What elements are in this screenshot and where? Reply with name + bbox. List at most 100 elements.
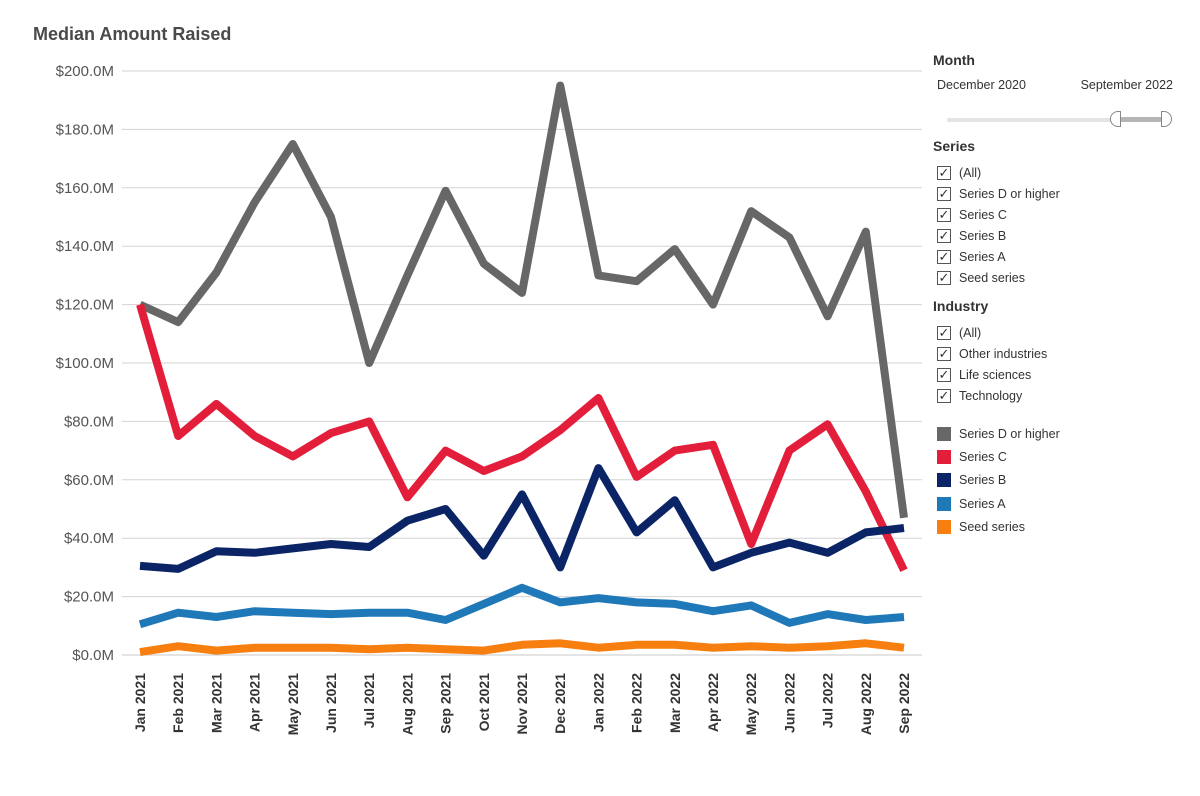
legend-label: Series D or higher xyxy=(959,426,1060,441)
series-filter-option-label: Series A xyxy=(959,249,1006,264)
legend-item[interactable]: Series D or higher xyxy=(933,422,1193,445)
series-line-series-d-or-higher[interactable] xyxy=(138,81,908,519)
legend-swatch xyxy=(937,496,951,511)
x-tick-label: Jun 2021 xyxy=(323,673,339,733)
legend-item[interactable]: Seed series xyxy=(933,515,1193,538)
series-filter-option[interactable]: ✓ Series C xyxy=(933,204,1193,225)
month-filter-heading: Month xyxy=(933,52,975,68)
series-filter-option-label: (All) xyxy=(959,165,982,180)
checkbox-checked-icon[interactable]: ✓ xyxy=(937,345,951,361)
gridlines xyxy=(122,70,922,656)
series-line-series-a[interactable] xyxy=(138,583,905,629)
series-filter-option-label: Series B xyxy=(959,228,1007,243)
series-filter-list: ✓ (All) ✓ Series D or higher ✓ Series C ✓ Serie… xyxy=(933,162,1193,288)
y-tick-label: $200.0M xyxy=(56,63,114,80)
legend-item[interactable]: Series C xyxy=(933,445,1193,468)
x-tick-label: Feb 2022 xyxy=(629,673,645,733)
industry-filter-option-label: (All) xyxy=(959,325,982,340)
y-tick-label: $80.0M xyxy=(64,413,114,430)
x-tick-label: Sep 2021 xyxy=(438,673,454,734)
y-axis-ticks: $0.0M $20.0M $40.0M $60.0M $80.0M $100.0M $120… xyxy=(56,63,114,664)
industry-filter-option-label: Technology xyxy=(959,388,1023,403)
legend-label: Series C xyxy=(959,449,1007,464)
legend-swatch xyxy=(937,426,951,441)
month-range-labels: December 2020 September 2022 xyxy=(933,76,1193,98)
series-filter-option-label: Series D or higher xyxy=(959,186,1060,201)
chart-title: Median Amount Raised xyxy=(33,24,232,44)
x-tick-label: Mar 2021 xyxy=(208,673,224,733)
x-tick-label: Jan 2022 xyxy=(590,673,606,732)
month-range-slider[interactable] xyxy=(933,98,1193,128)
series-filter-option[interactable]: ✓ (All) xyxy=(933,162,1193,183)
legend-item[interactable]: Series A xyxy=(933,492,1193,515)
slider-track[interactable] xyxy=(947,118,1167,122)
x-tick-label: Aug 2022 xyxy=(858,673,874,735)
x-tick-label: Apr 2021 xyxy=(247,673,263,732)
series-filter-heading: Series xyxy=(933,138,976,154)
filter-panel: Month December 2020 September 2022 Serie… xyxy=(933,52,1193,538)
x-tick-label: Oct 2021 xyxy=(476,673,492,732)
industry-filter-option[interactable]: ✓ Other industries xyxy=(933,343,1193,364)
series-filter-option[interactable]: ✓ Series B xyxy=(933,225,1193,246)
y-tick-label: $60.0M xyxy=(64,472,114,489)
legend-swatch xyxy=(937,519,951,534)
series-line-series-b[interactable] xyxy=(139,464,905,573)
chart-legend: Series D or higher Series C Series B Series… xyxy=(933,422,1193,538)
checkbox-checked-icon[interactable]: ✓ xyxy=(937,269,951,285)
series-filter-option-label: Series C xyxy=(959,207,1007,222)
series-lines xyxy=(136,81,908,657)
x-tick-label: Jun 2022 xyxy=(781,673,797,733)
slider-start-handle[interactable] xyxy=(1110,111,1121,127)
x-tick-label: May 2021 xyxy=(285,673,301,735)
industry-filter-option-label: Other industries xyxy=(959,346,1048,361)
y-tick-label: $0.0M xyxy=(72,647,114,664)
checkbox-checked-icon[interactable]: ✓ xyxy=(937,387,951,403)
x-tick-label: Jul 2022 xyxy=(820,673,836,728)
legend-label: Series A xyxy=(959,496,1006,511)
y-tick-label: $120.0M xyxy=(56,297,114,314)
month-start-label: December 2020 xyxy=(937,78,1026,92)
industry-filter-option-label: Life sciences xyxy=(959,367,1032,382)
checkbox-checked-icon[interactable]: ✓ xyxy=(937,227,951,243)
industry-filter-option[interactable]: ✓ Life sciences xyxy=(933,364,1193,385)
y-tick-label: $100.0M xyxy=(56,355,114,372)
industry-filter-list: ✓ (All) ✓ Other industries ✓ Life sciences ✓ Te… xyxy=(933,322,1193,406)
legend-swatch xyxy=(937,473,951,488)
y-tick-label: $160.0M xyxy=(56,180,114,197)
x-tick-label: Aug 2021 xyxy=(399,673,415,735)
y-tick-label: $20.0M xyxy=(64,589,114,606)
series-filter-option-label: Seed series xyxy=(959,270,1026,285)
x-tick-label: Dec 2021 xyxy=(552,673,568,734)
checkbox-checked-icon[interactable]: ✓ xyxy=(937,324,951,340)
legend-swatch xyxy=(937,449,951,464)
series-filter-option[interactable]: ✓ Series D or higher xyxy=(933,183,1193,204)
x-axis-ticks: Jan 2021 Feb 2021 Mar 2021 Apr 2021 May 2021… xyxy=(132,673,912,735)
slider-selected-range xyxy=(1115,117,1167,122)
checkbox-checked-icon[interactable]: ✓ xyxy=(937,206,951,222)
y-tick-label: $180.0M xyxy=(56,121,114,138)
y-tick-label: $40.0M xyxy=(64,530,114,547)
series-line-seed-series[interactable] xyxy=(139,639,905,657)
slider-end-handle[interactable] xyxy=(1161,111,1172,127)
legend-label: Series B xyxy=(959,473,1007,488)
checkbox-checked-icon[interactable]: ✓ xyxy=(937,248,951,264)
checkbox-checked-icon[interactable]: ✓ xyxy=(937,366,951,382)
series-filter-option[interactable]: ✓ Series A xyxy=(933,246,1193,267)
industry-filter-option[interactable]: ✓ Technology xyxy=(933,385,1193,406)
checkbox-checked-icon[interactable]: ✓ xyxy=(937,185,951,201)
x-tick-label: Apr 2022 xyxy=(705,673,721,732)
x-tick-label: Feb 2021 xyxy=(170,673,186,733)
x-tick-label: Jan 2021 xyxy=(132,673,148,732)
x-tick-label: May 2022 xyxy=(743,673,759,735)
checkbox-checked-icon[interactable]: ✓ xyxy=(937,164,951,180)
series-filter-option[interactable]: ✓ Seed series xyxy=(933,267,1193,288)
series-line-series-c[interactable] xyxy=(136,303,908,573)
x-tick-label: Jul 2021 xyxy=(361,673,377,728)
legend-label: Seed series xyxy=(959,519,1026,534)
x-tick-label: Mar 2022 xyxy=(667,673,683,733)
x-tick-label: Sep 2022 xyxy=(896,673,912,734)
industry-filter-option[interactable]: ✓ (All) xyxy=(933,322,1193,343)
legend-item[interactable]: Series B xyxy=(933,469,1193,492)
month-end-label: September 2022 xyxy=(1080,78,1173,92)
